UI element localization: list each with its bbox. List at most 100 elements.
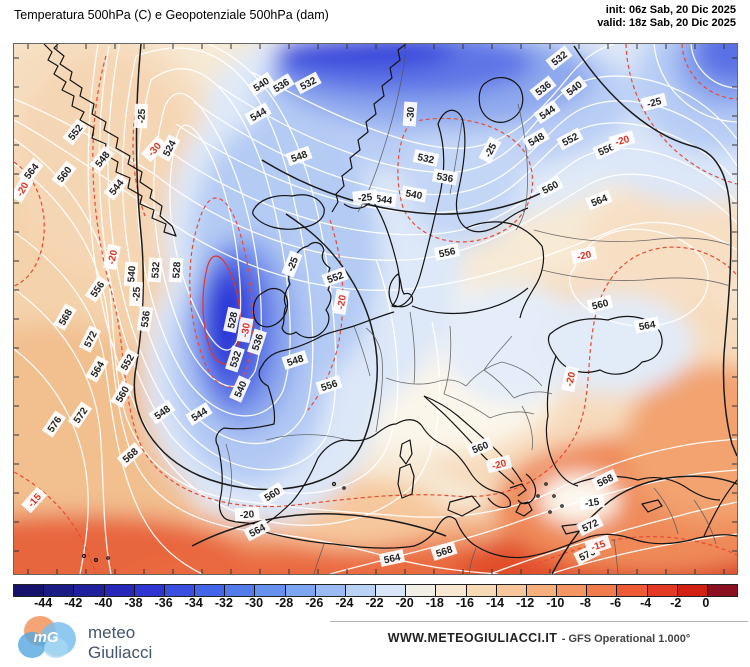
svg-text:532: 532 [416, 152, 435, 166]
svg-text:564: 564 [638, 319, 657, 333]
colorbar-cell [435, 585, 466, 596]
footer-model-info: - GFS Operational 1.000° [561, 633, 691, 645]
svg-text:540: 540 [405, 188, 424, 202]
colorbar-tick-label: -42 [64, 596, 83, 610]
geopotential-contours [14, 44, 737, 574]
coastlines [43, 44, 737, 563]
colorbar-cell [14, 585, 44, 596]
geopotential-label: 532 [147, 257, 162, 283]
logo-monogram: mG [33, 629, 59, 646]
svg-text:528: 528 [226, 311, 240, 330]
colorbar-tick-label: -40 [94, 596, 113, 610]
svg-text:-20: -20 [564, 371, 578, 388]
svg-text:556: 556 [438, 246, 457, 260]
colorbar-cell [646, 585, 677, 596]
colorbar-cell [103, 585, 134, 596]
colorbar-cell [586, 585, 617, 596]
temperature-label: -30 [402, 101, 418, 127]
temperature-label: -25 [640, 92, 668, 112]
colorbar-tick-label: -30 [244, 596, 264, 610]
colorbar-cell [706, 585, 738, 596]
colorbar-tick-label: 0 [702, 596, 710, 610]
colorbar-tick-label: -2 [670, 596, 682, 610]
geopotential-label: 560 [586, 294, 614, 314]
svg-text:548: 548 [290, 149, 310, 165]
temperature-label: -20 [485, 454, 513, 474]
footer-site-url: WWW.METEOGIULIACCI.IT [387, 631, 558, 645]
colorbar-cell [495, 585, 526, 596]
svg-text:544: 544 [375, 194, 393, 207]
svg-text:-20: -20 [491, 458, 508, 472]
geopotential-label: 564 [378, 549, 406, 567]
svg-text:536: 536 [140, 310, 153, 328]
colorbar-tick-label: -32 [214, 596, 233, 610]
temperature-label: -20 [103, 243, 121, 271]
geopotential-label: 556 [315, 375, 343, 395]
svg-text:-15: -15 [584, 497, 600, 510]
colorbar-cell [556, 585, 587, 596]
svg-text:-25: -25 [132, 286, 144, 301]
colorbar-tick-label: -18 [425, 596, 444, 610]
temperature-label: -25 [281, 250, 303, 278]
svg-text:-20: -20 [576, 249, 593, 263]
geopotential-label: 556 [433, 243, 461, 261]
svg-text:552: 552 [326, 270, 346, 286]
svg-text:-25: -25 [646, 96, 663, 110]
temperature-label: -20 [561, 365, 579, 393]
colorbar-tick-label: -34 [184, 596, 203, 610]
temperature-label: -15 [584, 535, 612, 555]
svg-text:528: 528 [171, 261, 183, 279]
temperature-label: -20 [570, 246, 598, 264]
temperature-colorbar [13, 584, 738, 597]
colorbar-tick-label: -8 [579, 596, 591, 610]
temperature-label: -20 [608, 130, 636, 150]
svg-text:-25: -25 [285, 255, 301, 273]
geopotential-label: 532 [412, 149, 440, 167]
svg-text:-20: -20 [106, 249, 120, 266]
svg-text:556: 556 [320, 378, 340, 394]
svg-text:536: 536 [250, 332, 266, 352]
svg-text:-20: -20 [336, 294, 349, 311]
svg-text:568: 568 [435, 544, 455, 560]
colorbar-cell [43, 585, 74, 596]
geopotential-label: 540 [123, 261, 138, 287]
colorbar-cell [676, 585, 707, 596]
colorbar-cell [284, 585, 315, 596]
geopotential-label: 552 [321, 266, 349, 288]
geopotential-label: 548 [285, 145, 313, 167]
svg-text:-25: -25 [137, 108, 149, 123]
svg-text:-20: -20 [239, 509, 255, 521]
svg-text:532: 532 [150, 261, 162, 279]
colorbar-cell [163, 585, 195, 596]
colorbar-cell [525, 585, 557, 596]
geopotential-label: 536 [136, 306, 154, 332]
init-time: init: 06z Sab, 20 Dic 2025 [605, 4, 736, 16]
colorbar-tick-label: -36 [154, 596, 173, 610]
geopotential-label: 536 [431, 168, 459, 186]
temperature-label: -30 [236, 316, 254, 344]
svg-text:548: 548 [286, 353, 306, 369]
colorbar-tick-label: -44 [34, 596, 53, 610]
footer-text: WWW.METEOGIULIACCI.IT - GFS Operational … [330, 629, 748, 647]
logo-cloud-pale [44, 638, 68, 658]
geopotential-label: 532 [225, 345, 245, 373]
geopotential-label: 544 [371, 190, 397, 208]
colorbar-tick-label: -10 [546, 596, 565, 610]
svg-text:564: 564 [383, 552, 402, 566]
temperature-label: -15 [579, 493, 605, 511]
svg-text:532: 532 [228, 349, 244, 369]
colorbar-tick-label: -14 [485, 596, 505, 610]
temperature-label: -25 [129, 281, 144, 307]
meteogiuliacci-logo: mG [16, 616, 82, 664]
svg-text:536: 536 [436, 171, 455, 185]
geopotential-label: 528 [223, 306, 241, 334]
page-title: Temperatura 500hPa (C) e Geopotenziale 5… [14, 8, 329, 22]
colorbar-tick-label: -38 [124, 596, 143, 610]
colorbar-tick-label: -24 [335, 596, 354, 610]
colorbar-tick-label: -6 [609, 596, 622, 610]
svg-text:-30: -30 [405, 106, 417, 122]
temperature-label: -25 [352, 189, 378, 205]
geopotential-label: 536 [247, 328, 267, 356]
colorbar-cell [405, 585, 436, 596]
